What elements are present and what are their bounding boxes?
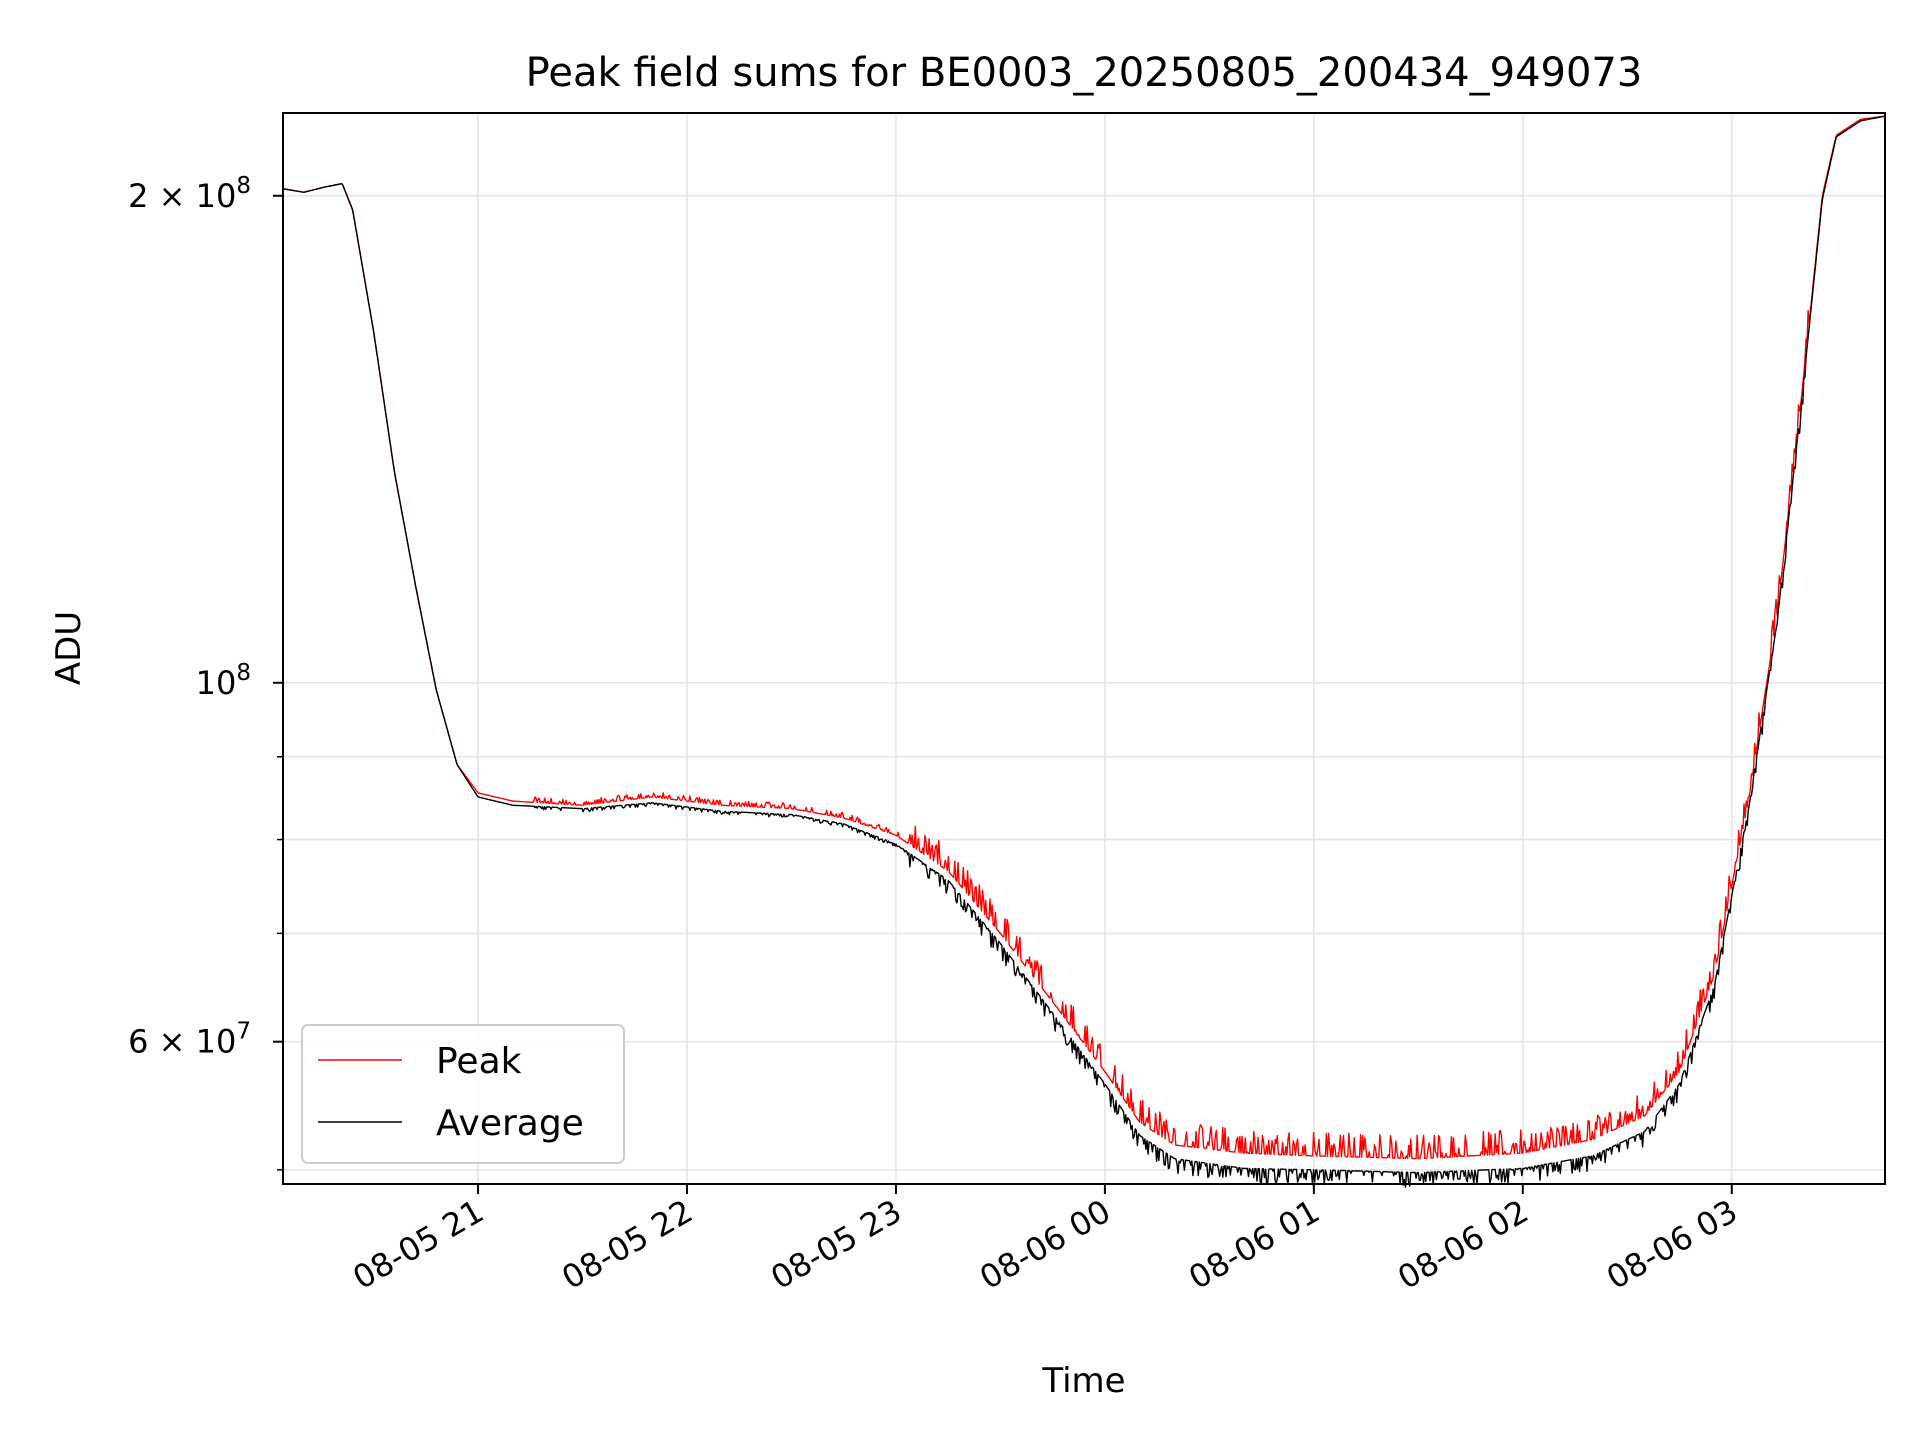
y-tick-label: 108 [196, 660, 251, 702]
series-line-average [282, 115, 1886, 1188]
y-tick-label-base: 10 [196, 664, 237, 702]
grid [283, 113, 1885, 1184]
legend: Peak Average [301, 1024, 625, 1164]
chart-title: Peak field sums for BE0003_20250805_2004… [526, 50, 1643, 96]
plot-frame [282, 112, 1886, 1185]
y-axis-label: ADU [49, 611, 89, 685]
legend-label-average: Average [436, 1103, 584, 1144]
y-tick-label-base: 6 × 10 [128, 1023, 236, 1061]
series-line-peak [282, 115, 1886, 1160]
legend-label-peak: Peak [436, 1041, 522, 1082]
y-tick-label-exponent: 8 [236, 660, 251, 686]
y-tick-label-exponent: 7 [236, 1019, 251, 1045]
y-tick-label: 6 × 107 [128, 1019, 251, 1061]
series-layer [282, 115, 1886, 1188]
y-tick-label: 2 × 108 [128, 173, 251, 215]
x-axis-label: Time [1041, 1361, 1125, 1401]
y-tick-label-base: 2 × 10 [128, 177, 236, 215]
y-tick-label-exponent: 8 [236, 173, 251, 199]
